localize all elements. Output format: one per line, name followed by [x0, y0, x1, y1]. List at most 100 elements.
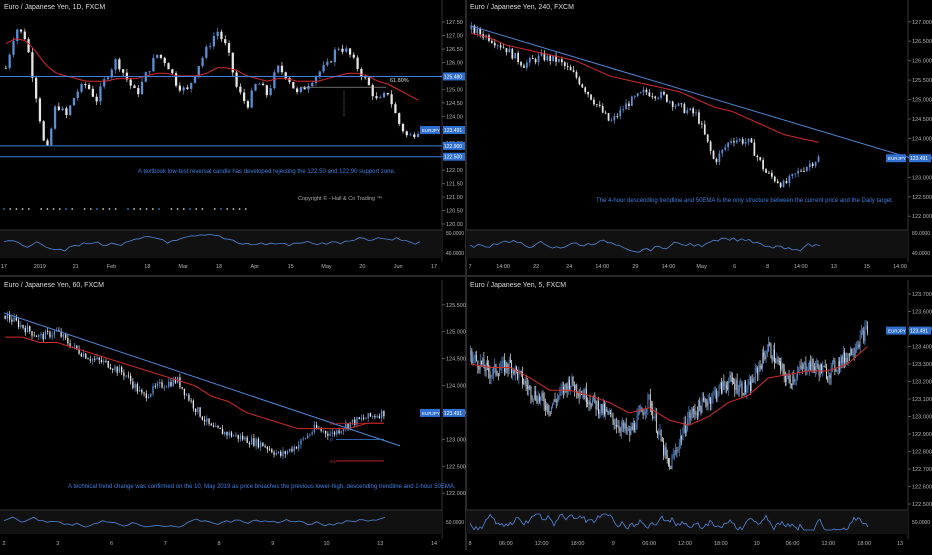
- candle-body: [215, 425, 217, 427]
- candle-body: [559, 389, 561, 396]
- y-tick-label: 122.600: [912, 485, 932, 491]
- y-tick-label: 120.50: [446, 209, 463, 215]
- candle-body: [31, 331, 33, 336]
- candle-body: [243, 92, 246, 102]
- oscillator-tick-label: 80.0000: [446, 231, 464, 237]
- candle-body: [221, 428, 224, 435]
- candle-body: [782, 363, 784, 369]
- candle-body: [756, 368, 757, 370]
- y-tick-label: 123.000: [912, 175, 932, 181]
- candle-body: [604, 403, 605, 415]
- candle-body: [622, 109, 624, 111]
- x-tick-label: 8: [766, 264, 769, 270]
- candle-body: [140, 81, 144, 95]
- annotation-text: A textbook low-test reversal candle has …: [138, 169, 396, 175]
- candle-body: [502, 47, 505, 49]
- candle-body: [409, 134, 412, 136]
- candle-body: [150, 393, 152, 397]
- chart-panel-3: 123.700123.600123.500123.400123.300123.2…: [466, 280, 932, 547]
- price-tag-label: 123.491: [444, 411, 462, 417]
- candle-body: [292, 81, 295, 89]
- candle-body: [853, 353, 855, 355]
- candle-body: [682, 432, 684, 440]
- candle-body: [686, 429, 687, 434]
- candle-body: [672, 454, 674, 458]
- candle-body: [795, 378, 797, 380]
- candle-body: [680, 103, 683, 105]
- candle-body: [723, 381, 725, 386]
- event-marker: [139, 208, 142, 210]
- candle-body: [702, 398, 704, 401]
- candle-body: [201, 57, 204, 67]
- candle-body: [235, 72, 238, 87]
- candle-body: [152, 385, 154, 394]
- candle-body: [819, 364, 821, 376]
- x-tick-label: 3: [56, 541, 59, 547]
- candle-body: [19, 29, 23, 32]
- candle-body: [484, 368, 486, 372]
- candle-body: [582, 393, 584, 396]
- candle-body: [583, 393, 585, 399]
- ema-line: [470, 346, 868, 426]
- candle-body: [587, 402, 588, 404]
- candle-body: [369, 413, 372, 417]
- candle-body: [261, 83, 265, 86]
- x-tick-label: 13: [831, 264, 837, 270]
- candle-body: [220, 31, 223, 40]
- candle-body: [161, 382, 163, 388]
- candle-body: [589, 401, 591, 405]
- candle-body: [610, 412, 611, 415]
- candle-body: [259, 442, 262, 448]
- candle-body: [753, 142, 756, 156]
- candle-body: [508, 359, 510, 370]
- candle-body: [756, 155, 759, 158]
- candle-body: [376, 416, 378, 418]
- event-marker: [65, 208, 67, 210]
- event-marker: [102, 208, 105, 210]
- panel-title: Euro / Japanese Yen, 1D, FXCM: [4, 4, 106, 11]
- candle-body: [542, 393, 544, 399]
- x-tick-label: 14:00: [662, 264, 676, 270]
- candle-body: [628, 103, 630, 106]
- candle-body: [416, 133, 420, 138]
- candle-body: [378, 416, 381, 419]
- chart-panel-0: 127.50127.00126.50126.00125.50125.00124.…: [0, 0, 465, 270]
- candle-body: [16, 29, 19, 42]
- candle-body: [581, 84, 584, 88]
- x-tick-label: 12:00: [535, 541, 549, 547]
- y-tick-label: 126.000: [912, 59, 932, 65]
- candle-body: [808, 163, 811, 167]
- candle-body: [105, 360, 107, 362]
- candle-body: [555, 400, 557, 403]
- candle-body: [570, 385, 572, 390]
- candle-body: [686, 110, 689, 114]
- candle-body: [35, 77, 38, 99]
- candle-body: [345, 423, 347, 430]
- y-tick-label: 127.00: [446, 34, 463, 40]
- candle-body: [537, 55, 540, 63]
- candle-body: [727, 142, 729, 148]
- candle-body: [655, 413, 657, 432]
- candle-body: [510, 359, 511, 363]
- candle-body: [493, 367, 494, 374]
- candle-body: [727, 388, 728, 389]
- candle-body: [53, 106, 57, 129]
- candle-body: [182, 87, 185, 91]
- x-tick-label: May: [696, 264, 707, 270]
- candle-body: [356, 417, 358, 425]
- candle-body: [497, 374, 499, 376]
- candle-body: [255, 438, 257, 446]
- candle-body: [800, 365, 802, 368]
- candle-body: [733, 382, 734, 384]
- candle-body: [502, 360, 504, 362]
- candle-body: [320, 428, 322, 432]
- candle-body: [764, 356, 766, 360]
- candle-body: [774, 349, 775, 363]
- candle-body: [596, 401, 598, 410]
- candle-body: [295, 88, 299, 93]
- candle-body: [573, 385, 575, 390]
- candle-body: [505, 48, 508, 53]
- candle-body: [42, 121, 45, 141]
- oscillator-tick-label: 40.0000: [912, 251, 930, 257]
- candle-body: [242, 436, 244, 440]
